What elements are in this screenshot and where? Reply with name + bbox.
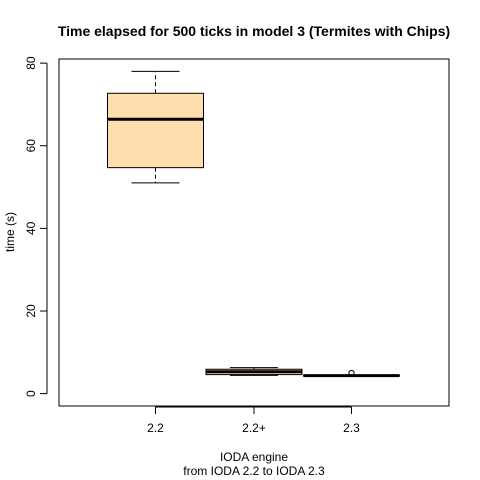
y-axis-label: time (s) xyxy=(3,212,17,252)
x-tick-label-2.3: 2.3 xyxy=(343,421,360,435)
box-2.2+ xyxy=(205,367,303,376)
plot-frame xyxy=(58,58,450,407)
x-axis: 2.2 2.2+ 2.3 xyxy=(147,406,360,435)
x-axis-sublabel: from IODA 2.2 to IODA 2.3 xyxy=(183,464,325,478)
box-2.2 xyxy=(107,70,204,184)
box-series xyxy=(107,70,400,378)
y-tick-label-0: 0 xyxy=(24,390,38,397)
y-tick-label-60: 60 xyxy=(24,139,38,153)
x-axis-label: IODA engine xyxy=(220,450,288,464)
x-tick-label-2.2+: 2.2+ xyxy=(242,421,266,435)
chart-title: Time elapsed for 500 ticks in model 3 (T… xyxy=(58,23,450,39)
y-tick-label-20: 20 xyxy=(24,304,38,318)
x-tick-label-2.2: 2.2 xyxy=(147,421,164,435)
box-2.3 xyxy=(303,369,400,378)
y-tick-label-40: 40 xyxy=(24,221,38,235)
box-iqr xyxy=(107,92,204,169)
y-tick-label-80: 80 xyxy=(24,56,38,70)
outlier-point xyxy=(348,369,355,377)
y-axis: 0 20 40 60 80 xyxy=(24,56,48,397)
